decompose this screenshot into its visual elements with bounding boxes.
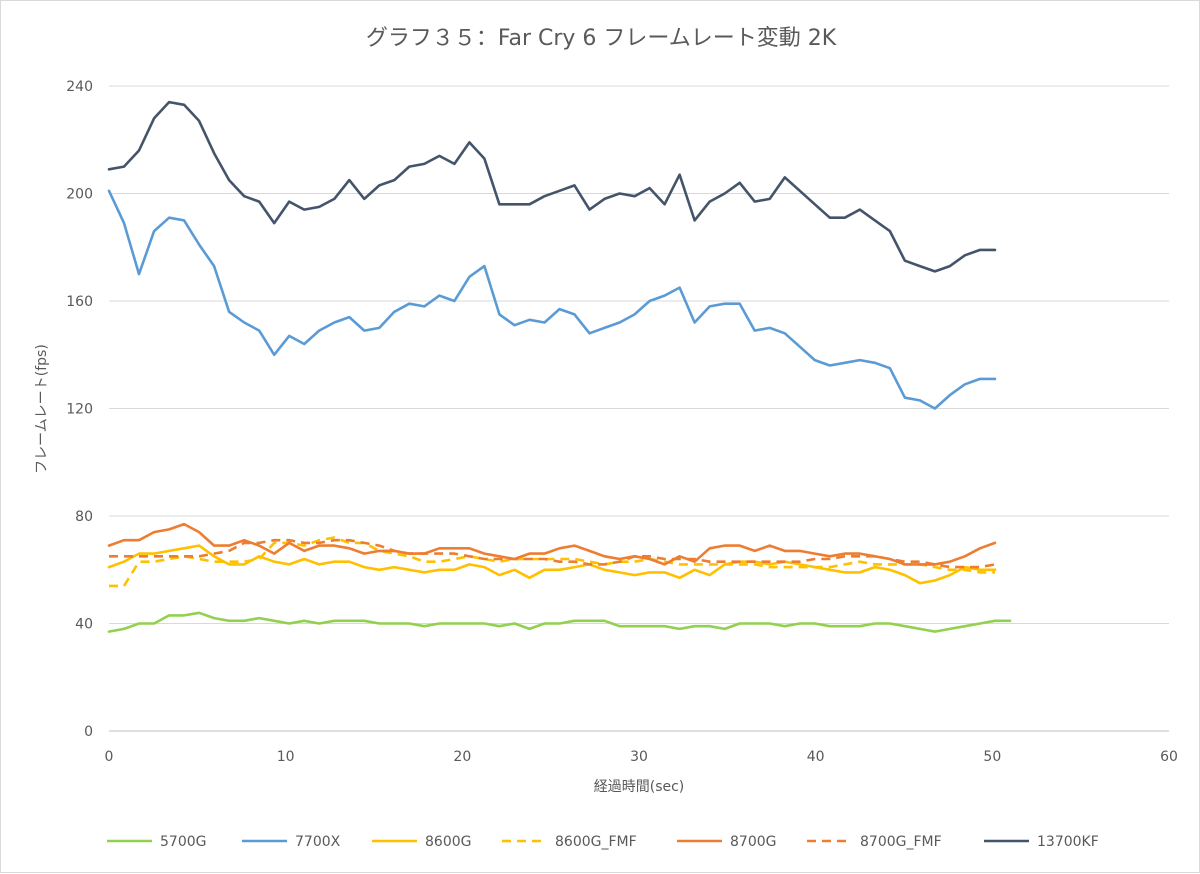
y-tick-label: 0 bbox=[84, 724, 93, 740]
series-line-7700x bbox=[107, 189, 997, 410]
series-line-8700g bbox=[107, 522, 997, 566]
series-line-8600g-fmf bbox=[109, 536, 995, 588]
y-tick-label: 120 bbox=[66, 402, 93, 418]
legend-label: 13700KF bbox=[1037, 834, 1099, 850]
x-tick-label: 20 bbox=[453, 749, 471, 765]
series-line-8600g bbox=[107, 544, 997, 585]
chart-title: グラフ３５：Far Cry 6 フレームレート変動 2K bbox=[366, 26, 837, 51]
legend-label: 8600G bbox=[425, 834, 471, 850]
x-axis-ticks: 0 10 20 30 40 50 60 bbox=[105, 749, 1178, 765]
legend-label: 8700G_FMF bbox=[860, 834, 942, 850]
series-line-13700kf bbox=[107, 100, 997, 273]
legend-label: 5700G bbox=[160, 834, 206, 850]
x-tick-label: 30 bbox=[630, 749, 648, 765]
legend-label: 8700G bbox=[730, 834, 776, 850]
y-tick-label: 80 bbox=[75, 509, 93, 525]
y-tick-label: 200 bbox=[66, 187, 93, 203]
series-line-5700g bbox=[107, 611, 1012, 633]
legend: 5700G 7700X 8600G 8600G_FMF 8700G 8700G_FMF 13… bbox=[107, 834, 1099, 850]
y-tick-label: 240 bbox=[66, 79, 93, 95]
x-tick-label: 0 bbox=[105, 749, 114, 765]
x-tick-label: 60 bbox=[1160, 749, 1178, 765]
y-tick-label: 40 bbox=[75, 617, 93, 633]
legend-label: 8600G_FMF bbox=[555, 834, 637, 850]
y-tick-label: 160 bbox=[66, 294, 93, 310]
series-lines bbox=[107, 100, 1012, 633]
x-tick-label: 40 bbox=[807, 749, 825, 765]
legend-label: 7700X bbox=[295, 834, 341, 850]
series-line-8700g-fmf bbox=[109, 538, 996, 569]
y-axis-ticks: 0 40 80 120 160 200 240 bbox=[66, 79, 93, 740]
x-tick-label: 10 bbox=[277, 749, 295, 765]
gridlines bbox=[109, 85, 1169, 732]
y-axis-label: フレームレート(fps) bbox=[34, 344, 50, 474]
x-axis-label: 経過時間(sec) bbox=[594, 779, 685, 795]
x-tick-label: 50 bbox=[983, 749, 1001, 765]
